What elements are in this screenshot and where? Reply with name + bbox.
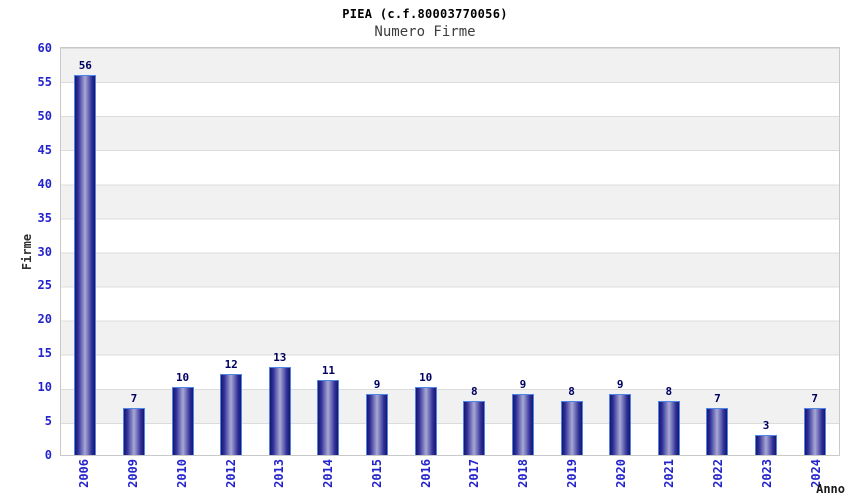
bar-value-label: 9 [373,377,381,391]
bar-value-label: 8 [665,384,673,398]
bar-value-label: 7 [811,391,818,405]
bar-column: 9 [499,48,548,455]
bar-column: 12 [207,48,256,455]
y-axis-tick-label: 40 [37,176,52,191]
x-tick-cell: 2010 [158,459,207,488]
bar-column: 7 [110,48,159,455]
x-tick-cell: 2014 [304,459,353,488]
bar-column: 10 [401,48,450,455]
bar: 9 [366,378,389,455]
bar: 8 [657,385,680,455]
y-axis-tick-label: 45 [37,142,52,157]
bar-column: 8 [450,48,499,455]
y-axis-tick-label: 15 [37,346,52,361]
y-axis-tick-label: 20 [37,312,52,327]
x-tick-cell: 2020 [596,459,645,488]
bar: 7 [122,392,145,455]
x-tick-cell: 2012 [206,459,255,488]
x-axis-tick-label: 2016 [418,459,433,488]
bar-column: 56 [61,48,110,455]
chart-subtitle: Numero Firme [374,24,476,40]
bar-value-label: 7 [714,391,721,405]
bar-value-label: 8 [471,384,478,398]
bar: 8 [463,385,486,455]
bar-column: 9 [353,48,402,455]
x-tick-cell: 2018 [499,459,548,488]
bar: 7 [803,392,826,455]
bar: 10 [171,371,194,455]
bar-column: 7 [693,48,742,455]
x-tick-cell: 2019 [548,459,597,488]
x-tick-cell: 2013 [255,459,304,488]
bar: 7 [706,392,729,455]
bar: 10 [414,371,437,455]
bar-value-label: 9 [616,377,624,391]
x-tick-cell: 2021 [645,459,694,488]
x-axis-tick-label: 2020 [613,459,628,488]
y-axis-title: Firme [20,233,34,271]
x-axis-tick-label: 2012 [223,459,238,488]
y-axis-tick-label: 10 [37,380,52,395]
bar-value-label: 13 [273,350,287,364]
bar-value-label: 12 [224,357,238,371]
bar: 9 [511,378,534,455]
bar-column: 11 [304,48,353,455]
x-tick-cell: 2023 [743,459,792,488]
x-axis-tick-label: 2022 [711,459,726,488]
bar-column: 3 [742,48,791,455]
bar-column: 8 [645,48,694,455]
bar-value-label: 9 [519,377,527,391]
x-axis-title: Anno [816,482,845,496]
x-axis-tick-label: 2017 [467,459,482,488]
bar-value-label: 10 [419,371,433,385]
x-tick-cell: 2022 [694,459,743,488]
bar-value-label: 3 [762,418,770,432]
x-tick-cell: 2006 [60,459,109,488]
x-axis-tick-label: 2010 [174,459,189,488]
bar-column: 13 [256,48,305,455]
x-axis-tick-label: 2014 [321,459,336,488]
bar: 56 [74,59,97,455]
y-axis-tick-label: 30 [37,244,52,259]
y-axis-tick-label: 0 [44,448,52,462]
bar-column: 10 [158,48,207,455]
bar-column: 8 [547,48,596,455]
y-axis-tick-label: 60 [37,41,52,55]
bar-value-label: 8 [568,384,575,398]
plot-area: 56 7 10 12 13 11 9 10 8 9 8 9 8 7 3 7 0 5 10 15 20 25 30 35 40 4… [38,42,840,461]
x-axis-tick-label: 2019 [564,459,579,488]
bar: 8 [560,385,583,455]
x-axis-tick-label: 2023 [759,459,774,488]
bar: 3 [755,419,778,455]
x-axis-tick-label: 2018 [516,459,531,488]
bars-container: 56 7 10 12 13 11 9 10 8 9 8 9 8 7 3 7 [61,48,839,455]
x-tick-cell: 2017 [450,459,499,488]
bar: 9 [609,378,632,455]
bar: 13 [268,351,291,455]
x-axis-tick-label: 2013 [272,459,287,488]
x-axis-tick-label: 2006 [77,459,92,488]
chart-title: PIEA (c.f.80003770056) [342,7,508,21]
bar-value-label: 10 [175,371,190,385]
x-axis-tick-label: 2021 [662,459,677,488]
y-axis-tick-label: 5 [44,414,52,429]
bar: 11 [317,364,340,455]
x-axis-tick-label: 2009 [126,459,141,488]
bar-value-label: 11 [321,364,336,378]
y-axis-tick-label: 35 [37,210,52,225]
y-axis-tick-label: 50 [37,108,52,123]
bar-value-label: 7 [130,391,138,405]
y-axis-tick-label: 55 [37,74,52,89]
y-axis-tick-label: 25 [37,278,52,293]
bar: 12 [220,358,243,455]
x-axis-tick-row: 2006 2009 2010 2012 2013 2014 2015 2016 2017 2018… [60,459,840,488]
x-axis-tick-label: 2015 [369,459,384,488]
x-tick-cell: 2015 [353,459,402,488]
x-tick-cell: 2009 [109,459,158,488]
x-tick-cell: 2016 [401,459,450,488]
bar-value-label: 56 [78,59,92,73]
bar-column: 7 [790,48,839,455]
bar-column: 9 [596,48,645,455]
